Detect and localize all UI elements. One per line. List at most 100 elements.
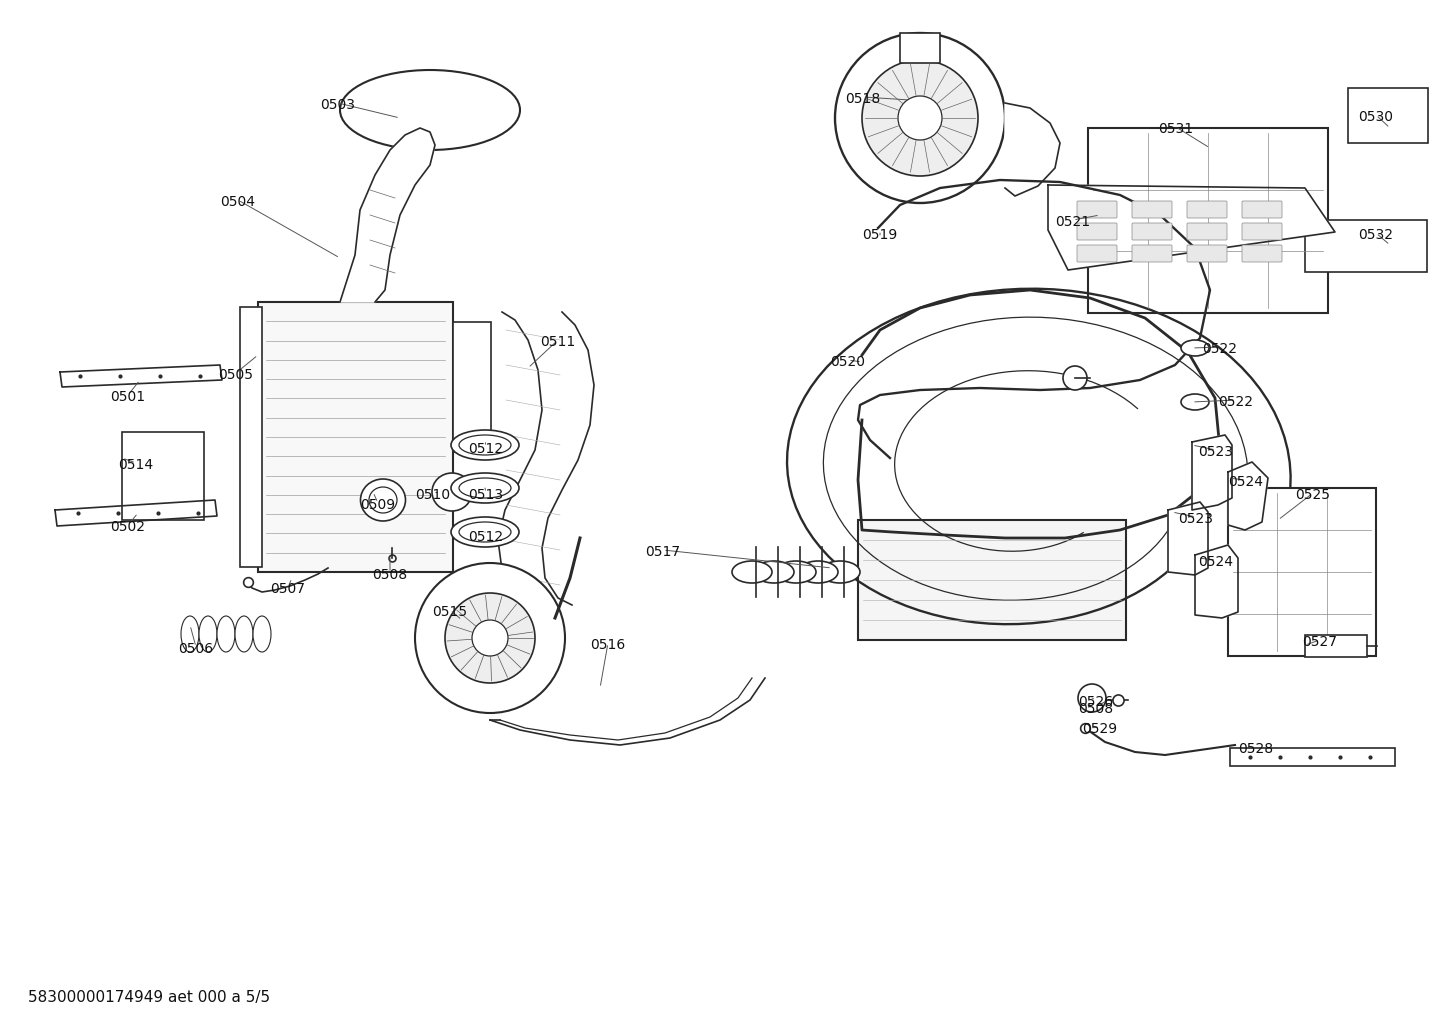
Text: 58300000174949 aet 000 a 5/5: 58300000174949 aet 000 a 5/5	[27, 990, 270, 1005]
FancyBboxPatch shape	[1077, 223, 1118, 240]
Ellipse shape	[199, 616, 216, 652]
Circle shape	[898, 96, 942, 140]
FancyBboxPatch shape	[858, 520, 1126, 640]
Polygon shape	[55, 500, 216, 526]
FancyBboxPatch shape	[1132, 223, 1172, 240]
Text: 0502: 0502	[110, 520, 146, 534]
FancyBboxPatch shape	[239, 307, 262, 567]
FancyBboxPatch shape	[1242, 201, 1282, 218]
Ellipse shape	[369, 487, 397, 513]
Circle shape	[862, 60, 978, 176]
Text: 0518: 0518	[845, 92, 880, 106]
Circle shape	[472, 620, 508, 656]
FancyBboxPatch shape	[1132, 201, 1172, 218]
Ellipse shape	[820, 561, 859, 583]
Polygon shape	[1195, 545, 1239, 618]
Text: 0524: 0524	[1198, 555, 1233, 569]
FancyBboxPatch shape	[1230, 748, 1394, 766]
Text: 0517: 0517	[645, 545, 681, 559]
Ellipse shape	[451, 517, 519, 547]
Ellipse shape	[360, 479, 405, 521]
Polygon shape	[1005, 103, 1060, 196]
Text: 0509: 0509	[360, 498, 395, 512]
Text: 0520: 0520	[831, 355, 865, 369]
Ellipse shape	[459, 435, 510, 455]
Text: 0527: 0527	[1302, 635, 1337, 649]
FancyBboxPatch shape	[1077, 245, 1118, 262]
Text: 0532: 0532	[1358, 228, 1393, 242]
Ellipse shape	[754, 561, 795, 583]
Ellipse shape	[459, 522, 510, 542]
FancyBboxPatch shape	[1305, 220, 1428, 272]
Ellipse shape	[1181, 394, 1208, 410]
FancyBboxPatch shape	[1132, 245, 1172, 262]
Circle shape	[835, 33, 1005, 203]
Text: 0514: 0514	[118, 458, 153, 472]
Text: 0503: 0503	[320, 98, 355, 112]
Polygon shape	[1168, 502, 1208, 575]
Text: 0512: 0512	[469, 442, 503, 455]
Text: 0530: 0530	[1358, 110, 1393, 124]
Circle shape	[446, 593, 535, 683]
FancyBboxPatch shape	[1089, 128, 1328, 313]
Polygon shape	[340, 128, 435, 302]
Text: 0525: 0525	[1295, 488, 1330, 502]
Circle shape	[1063, 366, 1087, 390]
Polygon shape	[1229, 462, 1268, 530]
FancyBboxPatch shape	[1348, 88, 1428, 143]
Ellipse shape	[797, 561, 838, 583]
FancyBboxPatch shape	[1187, 245, 1227, 262]
FancyBboxPatch shape	[453, 322, 490, 452]
Polygon shape	[1193, 435, 1231, 510]
Polygon shape	[497, 312, 594, 605]
Ellipse shape	[235, 616, 252, 652]
FancyBboxPatch shape	[1242, 245, 1282, 262]
Ellipse shape	[451, 430, 519, 460]
Text: 0515: 0515	[433, 605, 467, 619]
Text: 0523: 0523	[1178, 512, 1213, 526]
Text: 0506: 0506	[177, 642, 213, 656]
Ellipse shape	[216, 616, 235, 652]
FancyBboxPatch shape	[900, 33, 940, 63]
Text: 0511: 0511	[539, 335, 575, 348]
Circle shape	[1079, 684, 1106, 712]
Polygon shape	[61, 365, 222, 387]
FancyBboxPatch shape	[258, 302, 453, 572]
Text: 0508: 0508	[1079, 702, 1113, 716]
Ellipse shape	[182, 616, 199, 652]
Text: 0505: 0505	[218, 368, 252, 382]
Text: 0512: 0512	[469, 530, 503, 544]
Ellipse shape	[733, 561, 771, 583]
Ellipse shape	[451, 473, 519, 503]
Text: 0529: 0529	[1082, 722, 1118, 736]
Ellipse shape	[776, 561, 816, 583]
Ellipse shape	[433, 473, 472, 511]
Text: 0504: 0504	[221, 195, 255, 209]
Text: 0501: 0501	[110, 390, 146, 404]
Text: 0508: 0508	[372, 568, 407, 582]
Text: 0528: 0528	[1239, 742, 1273, 756]
Text: 0522: 0522	[1218, 395, 1253, 409]
Text: 0507: 0507	[270, 582, 306, 596]
FancyBboxPatch shape	[1229, 488, 1376, 656]
Text: 0519: 0519	[862, 228, 897, 242]
FancyBboxPatch shape	[1242, 223, 1282, 240]
FancyBboxPatch shape	[1187, 223, 1227, 240]
FancyBboxPatch shape	[1187, 201, 1227, 218]
FancyBboxPatch shape	[123, 432, 203, 520]
Text: 0531: 0531	[1158, 122, 1193, 136]
Text: 0516: 0516	[590, 638, 626, 652]
Polygon shape	[1048, 185, 1335, 270]
FancyBboxPatch shape	[1077, 201, 1118, 218]
Text: 0526: 0526	[1079, 695, 1113, 709]
Ellipse shape	[1181, 340, 1208, 356]
Text: 0524: 0524	[1229, 475, 1263, 489]
Text: 0523: 0523	[1198, 445, 1233, 459]
Ellipse shape	[340, 70, 521, 150]
Text: 0521: 0521	[1056, 215, 1090, 229]
Circle shape	[415, 564, 565, 713]
Ellipse shape	[459, 478, 510, 498]
Text: 0510: 0510	[415, 488, 450, 502]
Ellipse shape	[252, 616, 271, 652]
Text: 0513: 0513	[469, 488, 503, 502]
